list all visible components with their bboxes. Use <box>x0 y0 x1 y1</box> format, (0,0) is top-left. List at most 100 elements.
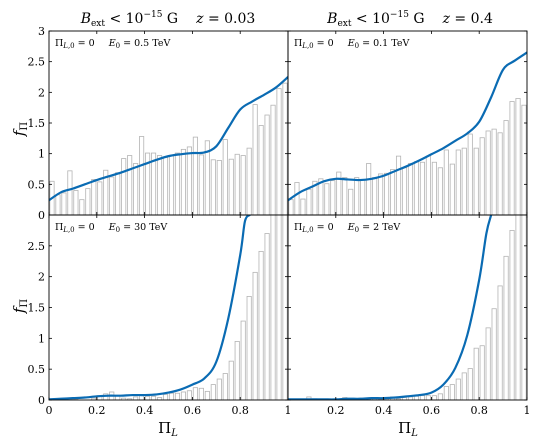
y-axis-label-top: fΠ <box>10 122 30 138</box>
svg-text:Bext < 10−15 Gz = 0.4: Bext < 10−15 Gz = 0.4 <box>326 10 493 29</box>
svg-text:ΠL: ΠL <box>398 419 418 439</box>
y-axis-label-bottom: fΠ <box>10 299 30 315</box>
histogram-bar <box>294 182 300 215</box>
histogram-bar <box>168 155 175 215</box>
histogram-bar <box>413 161 420 215</box>
x-tick-label: 0.4 <box>375 404 393 417</box>
panel-bottom-right: 0.2 0.4 0.6 0.8 1 ΠL,0 = 0 E0 = 2 TeV <box>287 214 531 417</box>
histogram-bar <box>395 155 402 215</box>
histogram-bar <box>407 396 414 400</box>
histogram-bar <box>133 396 139 400</box>
panel-annotation: ΠL,0 = 0 E0 = 0.5 TeV <box>55 38 170 50</box>
svg-text:fΠ: fΠ <box>10 122 30 138</box>
histogram-bar <box>162 394 169 400</box>
y-ticks <box>288 245 527 401</box>
y-tick-label: 1.5 <box>28 302 46 315</box>
histogram-bar <box>497 285 503 400</box>
histogram-bar <box>384 172 390 215</box>
axes-frame <box>48 214 289 401</box>
histogram-bar <box>443 386 449 400</box>
panel-annotation: ΠL,0 = 0 E0 = 30 TeV <box>55 222 167 234</box>
histogram-bar <box>174 152 181 215</box>
histogram-bar <box>461 147 467 215</box>
histogram-bar <box>515 98 521 215</box>
histogram-bar <box>348 188 354 215</box>
histogram-bar <box>228 360 234 400</box>
x-axis-label-left: ΠL <box>158 419 178 439</box>
histogram-bar <box>455 378 461 400</box>
panel-bottom-left: 0 0.5 1 1.5 2 2.5 0 0.2 0.4 0.6 0.8 1 ΠL,0 = 0 E0 = 3… <box>28 214 292 417</box>
histogram-bar <box>437 167 443 215</box>
histogram-bar <box>419 395 425 400</box>
histogram-bar <box>515 215 521 400</box>
panel-annotation: ΠL,0 = 0 E0 = 0.1 TeV <box>294 38 409 50</box>
histogram-bar <box>234 341 240 400</box>
y-tick-label: 2.5 <box>28 56 46 69</box>
x-tick-label: 0.2 <box>327 404 345 417</box>
panel-annotation: ΠL,0 = 0 E0 = 2 TeV <box>294 222 400 234</box>
histogram-bar <box>431 161 437 215</box>
histogram-bar <box>67 170 73 215</box>
histogram-bar <box>312 180 318 215</box>
histogram-bar <box>282 82 288 215</box>
axes-frame <box>287 214 528 401</box>
histogram-bars <box>61 215 288 400</box>
histogram-bar <box>419 161 425 215</box>
histogram-bar <box>198 387 204 400</box>
histogram-bar <box>192 136 198 215</box>
histogram-bar <box>246 295 252 400</box>
histogram-bar <box>198 154 204 215</box>
histogram-bar <box>252 104 258 215</box>
x-tick-label: 0.4 <box>136 404 154 417</box>
x-tick-label: 0.8 <box>231 404 249 417</box>
histogram-bar <box>186 390 192 400</box>
histogram-bar <box>324 183 330 215</box>
histogram-bar <box>509 101 515 215</box>
panel-top-left: 0 0.5 1 1.5 2 2.5 3 ΠL,0 = 0 E0 = 0.5 TeV <box>28 25 289 222</box>
x-axis-label-right: ΠL <box>398 419 418 439</box>
axes-frame <box>287 30 528 216</box>
svg-text:fΠ: fΠ <box>10 299 30 315</box>
histogram-bar <box>270 104 276 215</box>
panels: 0 0.5 1 1.5 2 2.5 3 ΠL,0 = 0 E0 = 0.5 TeV ΠL,0 = … <box>28 25 532 417</box>
y-tick-label: 0.5 <box>28 363 46 376</box>
histogram-bar <box>133 163 139 215</box>
y-tick-label: 1 <box>38 148 45 161</box>
histogram-bar <box>390 169 396 215</box>
histogram-bar <box>467 368 473 400</box>
x-tick-label: 0.6 <box>184 404 202 417</box>
histogram-bar <box>300 198 306 215</box>
y-tick-label: 0 <box>38 209 45 222</box>
histogram-bar <box>437 393 443 400</box>
histogram-bar <box>491 308 497 400</box>
histogram-bar <box>528 53 532 215</box>
histogram-bar <box>240 155 246 215</box>
histogram-bar <box>264 114 270 215</box>
histogram-bar <box>270 215 276 400</box>
histogram-bar <box>288 199 294 215</box>
histogram-bar <box>378 173 384 215</box>
histogram-bar <box>413 395 420 400</box>
histogram-bar <box>234 153 240 215</box>
histogram-bar <box>168 392 175 400</box>
histogram-bar <box>91 179 97 215</box>
histogram-bar <box>467 133 473 215</box>
y-tick-label: 2 <box>38 271 45 284</box>
histogram-bar <box>425 395 431 400</box>
histogram-bar <box>55 194 61 215</box>
y-ticks <box>288 30 527 216</box>
histogram-bar <box>258 250 264 400</box>
x-tick-label: 1 <box>524 404 531 417</box>
histogram-bar <box>503 120 509 215</box>
y-tick-label: 2 <box>38 86 45 99</box>
histogram-bar <box>443 149 449 215</box>
histogram-bar <box>455 149 461 215</box>
model-curve <box>49 76 288 202</box>
histogram-bar <box>97 181 103 215</box>
axes-frame <box>48 30 289 216</box>
y-ticks: 0 0.5 1 1.5 2 2.5 3 <box>28 25 288 222</box>
histogram-bar <box>61 192 67 215</box>
histogram-bars <box>288 53 532 215</box>
histogram-bar <box>192 387 198 400</box>
